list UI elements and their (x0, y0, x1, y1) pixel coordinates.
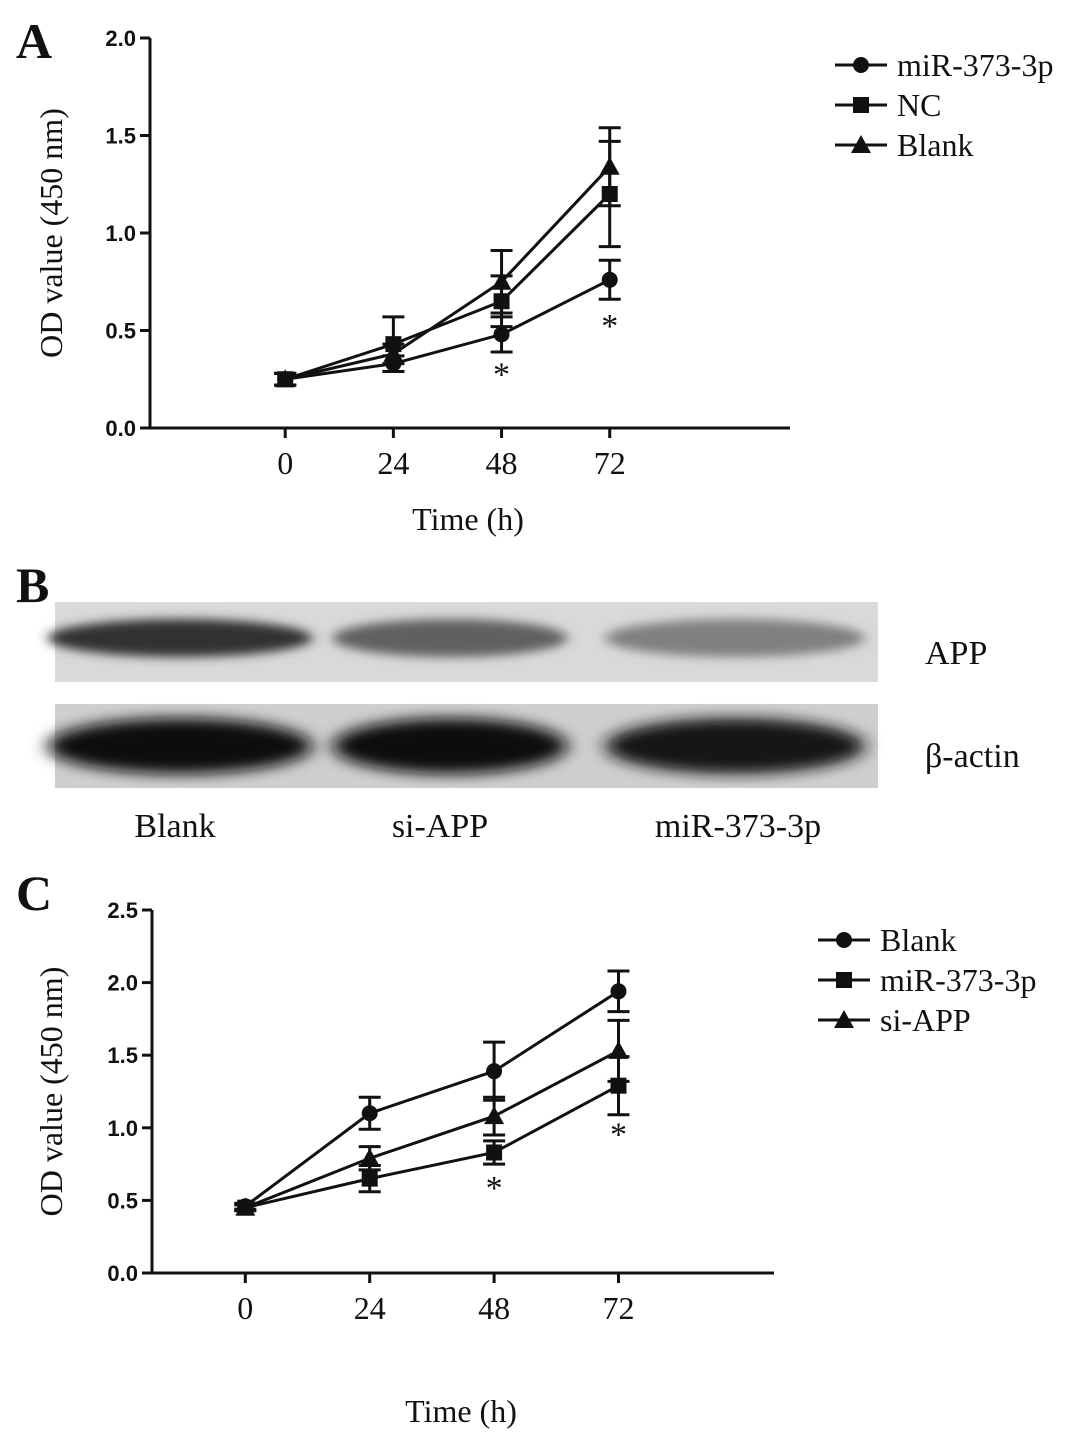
legend-label: miR-373-3p (897, 47, 1053, 83)
series-triangle (234, 1018, 630, 1216)
panel-b-letter: B (16, 557, 50, 613)
x-tick-label: 24 (377, 445, 409, 481)
y-tick-label: 0.0 (107, 1261, 138, 1286)
blot-row-label-app: APP (925, 635, 988, 672)
legend-label: Blank (897, 127, 973, 163)
y-tick-label: 1.0 (105, 221, 136, 246)
legend-item: Blank (835, 127, 973, 163)
actin-band (605, 718, 865, 774)
significance-asterisk: * (610, 1116, 627, 1153)
y-axis-title: OD value (450 nm) (33, 967, 69, 1217)
data-point (608, 1040, 629, 1059)
legend-marker (836, 972, 852, 988)
blot-lane-label-blank: Blank (134, 808, 216, 845)
x-tick-label: 48 (486, 445, 518, 481)
legend-item: miR-373-3p (818, 962, 1036, 998)
legend-marker (836, 932, 852, 948)
y-tick-label: 0.5 (107, 1188, 138, 1213)
actin-band (332, 718, 568, 774)
legend-label: miR-373-3p (880, 962, 1036, 998)
legend-label: NC (897, 87, 941, 123)
series-line (284, 165, 611, 381)
data-point (491, 271, 512, 290)
legend-marker (853, 57, 869, 73)
western-blot (47, 602, 878, 788)
series-line (244, 1049, 620, 1210)
legend-label: Blank (880, 922, 956, 958)
actin-bands (47, 718, 865, 774)
data-point (359, 1148, 380, 1167)
data-point (610, 983, 627, 1000)
x-tick-label: 48 (478, 1290, 510, 1326)
y-tick-label: 2.0 (105, 26, 136, 51)
y-axis-title: OD value (450 nm) (33, 108, 69, 358)
series-line (284, 192, 611, 381)
chart-a: 0.0 0.5 1.0 1.5 2.0 0 24 48 72 Time (h) OD value (… (33, 26, 1053, 537)
significance-asterisk: * (486, 1170, 503, 1207)
y-tick-label: 1.5 (107, 1043, 138, 1068)
legend-marker (834, 1010, 854, 1028)
app-band (605, 619, 865, 657)
data-point (486, 1144, 503, 1161)
y-tick-label: 1.5 (105, 124, 136, 149)
series-line (244, 990, 620, 1208)
legend-item: NC (835, 87, 941, 123)
x-tick-label: 0 (237, 1290, 253, 1326)
panel-c-letter: C (16, 865, 53, 921)
app-bands (47, 619, 865, 657)
panel-a-letter: A (16, 13, 53, 69)
legend-label: si-APP (880, 1002, 971, 1038)
data-point (275, 369, 296, 388)
y-tick-label: 2.5 (107, 898, 138, 923)
data-point (599, 156, 620, 175)
legend-item: si-APP (818, 1002, 971, 1038)
y-tick-label: 1.0 (107, 1116, 138, 1141)
data-point (235, 1197, 256, 1216)
series-line (244, 1084, 620, 1210)
significance-asterisk: * (601, 308, 618, 345)
app-band (47, 619, 313, 657)
x-axis-title: Time (h) (405, 1393, 517, 1429)
x-tick-label: 0 (277, 445, 293, 481)
x-tick-label: 24 (354, 1290, 386, 1326)
y-tick-label: 2.0 (107, 971, 138, 996)
series-triangle (274, 126, 621, 388)
series-circle (234, 969, 630, 1215)
x-tick-label: 72 (594, 445, 626, 481)
data-point (484, 1106, 505, 1125)
significance-asterisk: * (493, 357, 510, 394)
data-point (486, 1063, 503, 1080)
app-band (332, 619, 568, 657)
actin-band (47, 718, 313, 774)
data-point (601, 271, 618, 288)
blot-row-label-actin: β-actin (925, 738, 1020, 775)
blot-lane-label-si-app: si-APP (391, 808, 489, 845)
y-tick-label: 0.5 (105, 319, 136, 344)
data-point (383, 343, 404, 362)
chart-c: 0.0 0.5 1.0 1.5 2.0 2.5 0 24 48 72 Time (h) OD valu… (33, 898, 1036, 1429)
data-point (361, 1170, 378, 1187)
legend-marker (851, 135, 871, 153)
series-line (284, 278, 611, 381)
legend-item: miR-373-3p (835, 47, 1053, 83)
blot-lane-label-mir: miR-373-3p (654, 808, 822, 845)
legend-marker (853, 97, 869, 113)
legend-item: Blank (818, 922, 956, 958)
y-tick-label: 0.0 (105, 416, 136, 441)
data-point (493, 326, 510, 343)
x-axis-title: Time (h) (412, 501, 524, 537)
data-point (361, 1105, 378, 1122)
x-tick-label: 72 (603, 1290, 635, 1326)
